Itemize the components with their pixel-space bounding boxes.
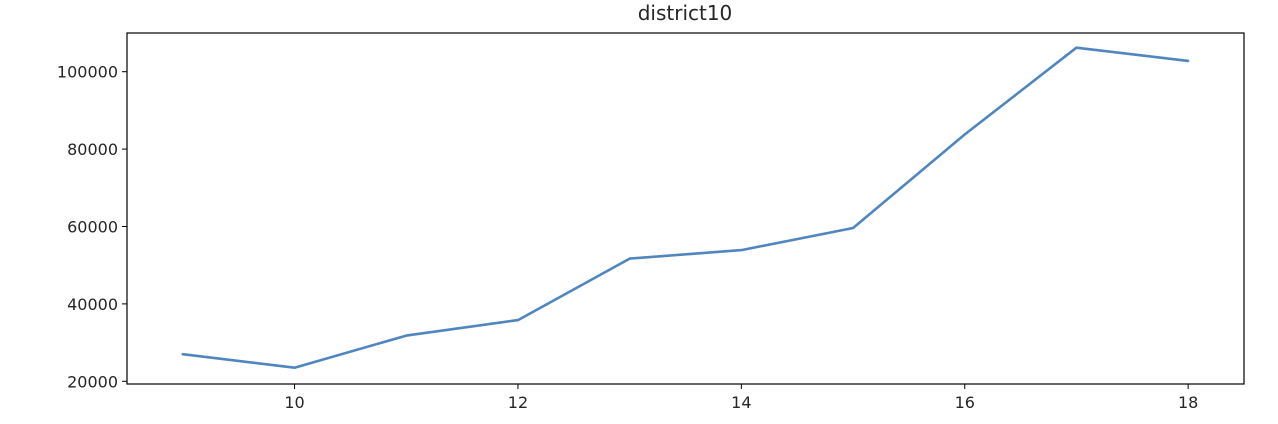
y-tick-label: 100000 xyxy=(57,63,118,82)
x-tick-label: 14 xyxy=(731,393,751,412)
x-tick-label: 10 xyxy=(284,393,304,412)
y-tick-label: 80000 xyxy=(67,140,118,159)
x-axis: 10 12 14 16 18 xyxy=(284,384,1198,412)
y-axis: 20000 40000 60000 80000 100000 xyxy=(57,63,127,391)
series-line-0 xyxy=(181,46,1190,370)
chart-title: district10 xyxy=(638,1,733,25)
plot-frame xyxy=(126,32,1245,385)
y-tick-label: 60000 xyxy=(67,217,118,236)
x-tick-label: 18 xyxy=(1178,393,1198,412)
series-layer xyxy=(181,46,1190,370)
y-tick-label: 40000 xyxy=(67,295,118,314)
x-tick-label: 12 xyxy=(508,393,528,412)
y-tick-label: 20000 xyxy=(67,372,118,391)
x-tick-label: 16 xyxy=(955,393,975,412)
